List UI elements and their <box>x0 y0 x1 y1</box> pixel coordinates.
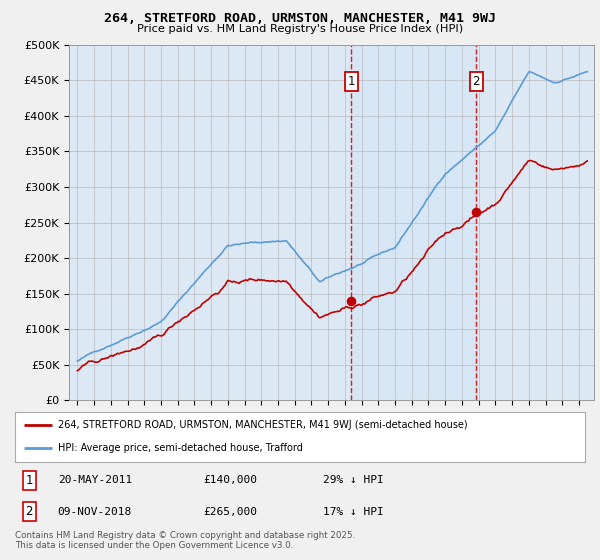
Text: 1: 1 <box>25 474 33 487</box>
Text: Price paid vs. HM Land Registry's House Price Index (HPI): Price paid vs. HM Land Registry's House … <box>137 24 463 34</box>
Text: 20-MAY-2011: 20-MAY-2011 <box>58 475 132 486</box>
Text: 264, STRETFORD ROAD, URMSTON, MANCHESTER, M41 9WJ: 264, STRETFORD ROAD, URMSTON, MANCHESTER… <box>104 12 496 25</box>
Text: HPI: Average price, semi-detached house, Trafford: HPI: Average price, semi-detached house,… <box>58 444 302 454</box>
Text: £140,000: £140,000 <box>203 475 257 486</box>
Point <box>472 207 481 216</box>
Point <box>346 296 356 305</box>
Text: 2: 2 <box>473 75 480 88</box>
Text: 09-NOV-2018: 09-NOV-2018 <box>58 507 132 517</box>
Text: 264, STRETFORD ROAD, URMSTON, MANCHESTER, M41 9WJ (semi-detached house): 264, STRETFORD ROAD, URMSTON, MANCHESTER… <box>58 420 467 430</box>
Text: 17% ↓ HPI: 17% ↓ HPI <box>323 507 383 517</box>
Text: Contains HM Land Registry data © Crown copyright and database right 2025.
This d: Contains HM Land Registry data © Crown c… <box>15 531 355 550</box>
Text: 1: 1 <box>347 75 355 88</box>
Text: 2: 2 <box>25 505 33 519</box>
Bar <box>351 45 476 400</box>
Text: 29% ↓ HPI: 29% ↓ HPI <box>323 475 383 486</box>
Text: £265,000: £265,000 <box>203 507 257 517</box>
